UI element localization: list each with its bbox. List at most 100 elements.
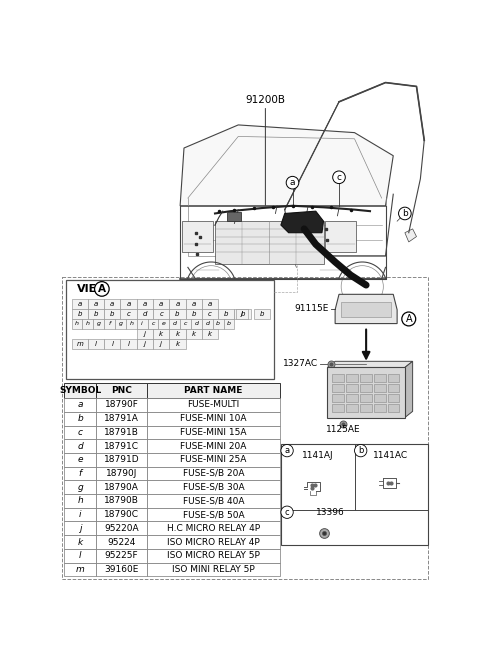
Text: k: k	[159, 331, 163, 337]
Text: l: l	[95, 341, 97, 347]
Text: c: c	[336, 173, 341, 182]
Bar	[180, 319, 191, 329]
Bar	[120, 309, 137, 319]
Bar	[64, 383, 96, 398]
Text: b: b	[224, 311, 228, 317]
Bar	[88, 299, 104, 309]
Bar	[169, 319, 180, 329]
Bar	[64, 535, 96, 549]
Polygon shape	[327, 361, 413, 367]
Text: 91115E: 91115E	[295, 304, 329, 314]
Bar	[64, 440, 96, 453]
Text: b: b	[192, 311, 196, 317]
Bar	[374, 384, 385, 392]
Text: b: b	[240, 311, 245, 317]
Text: d: d	[77, 441, 83, 451]
Bar	[96, 535, 147, 549]
Text: k: k	[175, 341, 180, 347]
Text: a: a	[159, 301, 163, 307]
Bar	[374, 374, 385, 382]
Bar	[147, 412, 280, 426]
Bar	[153, 329, 169, 339]
Text: f: f	[108, 321, 111, 327]
Bar	[147, 319, 158, 329]
Bar	[147, 480, 280, 494]
Bar	[137, 339, 153, 349]
Text: ISO MICRO RELAY 4P: ISO MICRO RELAY 4P	[167, 537, 260, 546]
Bar	[104, 339, 120, 349]
Bar	[332, 384, 344, 392]
Bar	[147, 522, 280, 535]
Polygon shape	[180, 125, 393, 206]
Bar	[96, 426, 147, 440]
Bar	[254, 309, 270, 319]
Bar	[93, 319, 104, 329]
Bar	[147, 549, 280, 563]
Text: k: k	[208, 331, 212, 337]
Text: g: g	[119, 321, 122, 327]
Bar	[64, 426, 96, 440]
Bar	[153, 339, 169, 349]
Bar	[327, 367, 405, 417]
Text: 18790F: 18790F	[105, 400, 139, 409]
Bar	[64, 412, 96, 426]
Text: 18791A: 18791A	[104, 414, 139, 423]
Bar	[96, 549, 147, 563]
Bar	[182, 221, 214, 252]
Text: 1327AC: 1327AC	[283, 359, 318, 368]
Text: h: h	[77, 497, 83, 505]
Bar	[72, 299, 88, 309]
Bar	[126, 319, 137, 329]
Text: 18790J: 18790J	[106, 469, 137, 478]
Text: e: e	[162, 321, 166, 327]
Text: FUSE-S/B 30A: FUSE-S/B 30A	[182, 483, 244, 492]
Text: m: m	[76, 341, 83, 347]
Bar	[96, 412, 147, 426]
Bar	[227, 212, 240, 221]
Bar	[388, 374, 399, 382]
Bar	[96, 398, 147, 412]
Bar	[96, 480, 147, 494]
Bar	[158, 319, 169, 329]
Bar	[104, 299, 120, 309]
Bar	[169, 309, 186, 319]
Bar	[64, 466, 96, 480]
Text: a: a	[77, 400, 83, 409]
Bar	[137, 299, 153, 309]
Bar	[202, 329, 218, 339]
Bar	[281, 445, 428, 544]
Text: 18790A: 18790A	[104, 483, 139, 492]
Bar	[64, 563, 96, 576]
Bar	[115, 319, 126, 329]
Bar	[64, 522, 96, 535]
Text: a: a	[192, 301, 196, 307]
Text: b: b	[260, 311, 264, 317]
Bar	[360, 394, 372, 402]
Text: c: c	[78, 428, 83, 437]
Text: 18791C: 18791C	[104, 441, 139, 451]
Bar	[64, 453, 96, 466]
Text: d: d	[143, 311, 147, 317]
Text: ISO MICRO RELAY 5P: ISO MICRO RELAY 5P	[167, 551, 260, 560]
Text: 1141AJ: 1141AJ	[301, 451, 333, 460]
Bar	[388, 394, 399, 402]
Text: i: i	[141, 321, 143, 327]
Polygon shape	[405, 229, 417, 242]
Text: i: i	[79, 510, 82, 519]
Text: d: d	[205, 321, 209, 327]
Bar	[137, 329, 153, 339]
Text: k: k	[192, 331, 196, 337]
Text: c: c	[159, 311, 163, 317]
Text: VIEW: VIEW	[77, 284, 109, 294]
Bar	[120, 339, 137, 349]
Bar	[346, 403, 358, 412]
Polygon shape	[281, 211, 324, 233]
Text: e: e	[77, 455, 83, 464]
Bar	[213, 319, 224, 329]
Text: c: c	[127, 311, 131, 317]
Bar	[388, 384, 399, 392]
Bar	[147, 535, 280, 549]
Text: l: l	[128, 341, 130, 347]
Bar	[147, 426, 280, 440]
Bar	[147, 440, 280, 453]
